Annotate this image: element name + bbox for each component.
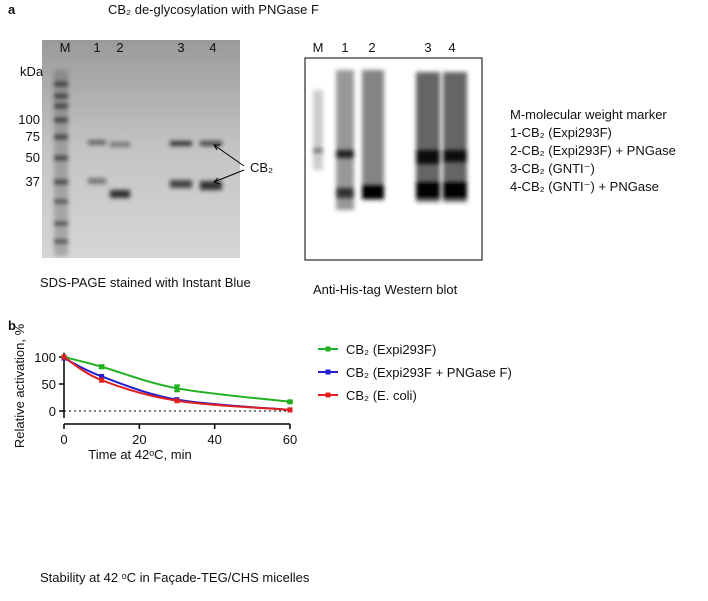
lane-label: 2 <box>368 40 375 55</box>
lane-label: M <box>313 40 324 55</box>
lane-label: 3 <box>424 40 431 55</box>
data-point <box>99 373 105 379</box>
gel-caption: SDS-PAGE stained with Instant Blue <box>40 275 251 290</box>
x-tick-label: 20 <box>132 432 146 447</box>
legend-label: CB₂ (E. coli) <box>346 388 417 403</box>
blot-bands <box>313 70 467 210</box>
legend-swatch <box>325 392 331 398</box>
lane-label: 4 <box>209 40 216 55</box>
x-tick-label: 0 <box>60 432 67 447</box>
legend-label: CB₂ (Expi293F) <box>346 342 436 357</box>
lane-label: 4 <box>448 40 455 55</box>
blot-caption: Anti-His-tag Western blot <box>313 282 458 297</box>
marker-label: 37 <box>26 174 40 189</box>
lane-label: 3 <box>177 40 184 55</box>
data-point <box>61 354 67 360</box>
band-label: CB₂ <box>250 160 273 175</box>
panel-title: CB₂ de-glycosylation with PNGase F <box>108 2 319 17</box>
band-arrows <box>213 144 245 185</box>
lane-label: M <box>60 40 71 55</box>
legend-entry: M-molecular weight marker <box>510 107 667 122</box>
legend-entry: 2-CB₂ (Expi293F) + PNGase <box>510 143 676 158</box>
gel1-lanes: M 1 2 3 4 <box>60 40 217 55</box>
lane-label: 2 <box>116 40 123 55</box>
lane-label: 1 <box>341 40 348 55</box>
data-point <box>174 385 180 391</box>
data-point <box>174 398 180 404</box>
gel-bands <box>54 70 222 256</box>
gel-legend: M-molecular weight marker 1-CB₂ (Expi293F… <box>510 107 676 194</box>
legend-swatch <box>325 369 331 375</box>
data-point <box>287 399 293 405</box>
legend-entry: 4-CB₂ (GNTI⁻) + PNGase <box>510 179 659 194</box>
unit-label: kDa <box>20 64 44 79</box>
y-tick-label: 0 <box>49 404 56 419</box>
marker-label: 100 <box>18 112 40 127</box>
gel-image <box>42 40 240 258</box>
panel-label: a <box>8 2 16 17</box>
legend-entry: 3-CB₂ (GNTI⁻) <box>510 161 595 176</box>
plot: 0 50 100 0 20 40 60 CB₂ (Expi293F) CB₂ (Expi293F… <box>34 342 512 447</box>
x-tick-label: 40 <box>207 432 221 447</box>
x-axis-title: Time at 42ᵒC, min <box>88 447 191 462</box>
marker-label: 75 <box>26 129 40 144</box>
lane-label: 1 <box>93 40 100 55</box>
marker-label: 50 <box>26 150 40 165</box>
gel2-lanes: M 1 2 3 4 <box>313 40 456 55</box>
y-tick-label: 100 <box>34 350 56 365</box>
data-point <box>99 377 105 383</box>
panel-label: b <box>8 318 16 333</box>
series-line <box>63 356 291 403</box>
legend-entry: 1-CB₂ (Expi293F) <box>510 125 612 140</box>
y-axis-title: Relative activation, % <box>12 323 27 448</box>
data-point <box>99 364 105 370</box>
x-tick-label: 60 <box>283 432 297 447</box>
series-line <box>63 356 291 411</box>
legend-label: CB₂ (Expi293F + PNGase F) <box>346 365 512 380</box>
y-tick-label: 50 <box>42 377 56 392</box>
panel-caption: Stability at 42 ᵒC in Façade-TEG/CHS mic… <box>40 570 310 585</box>
legend-swatch <box>325 346 331 352</box>
data-point <box>287 407 293 413</box>
